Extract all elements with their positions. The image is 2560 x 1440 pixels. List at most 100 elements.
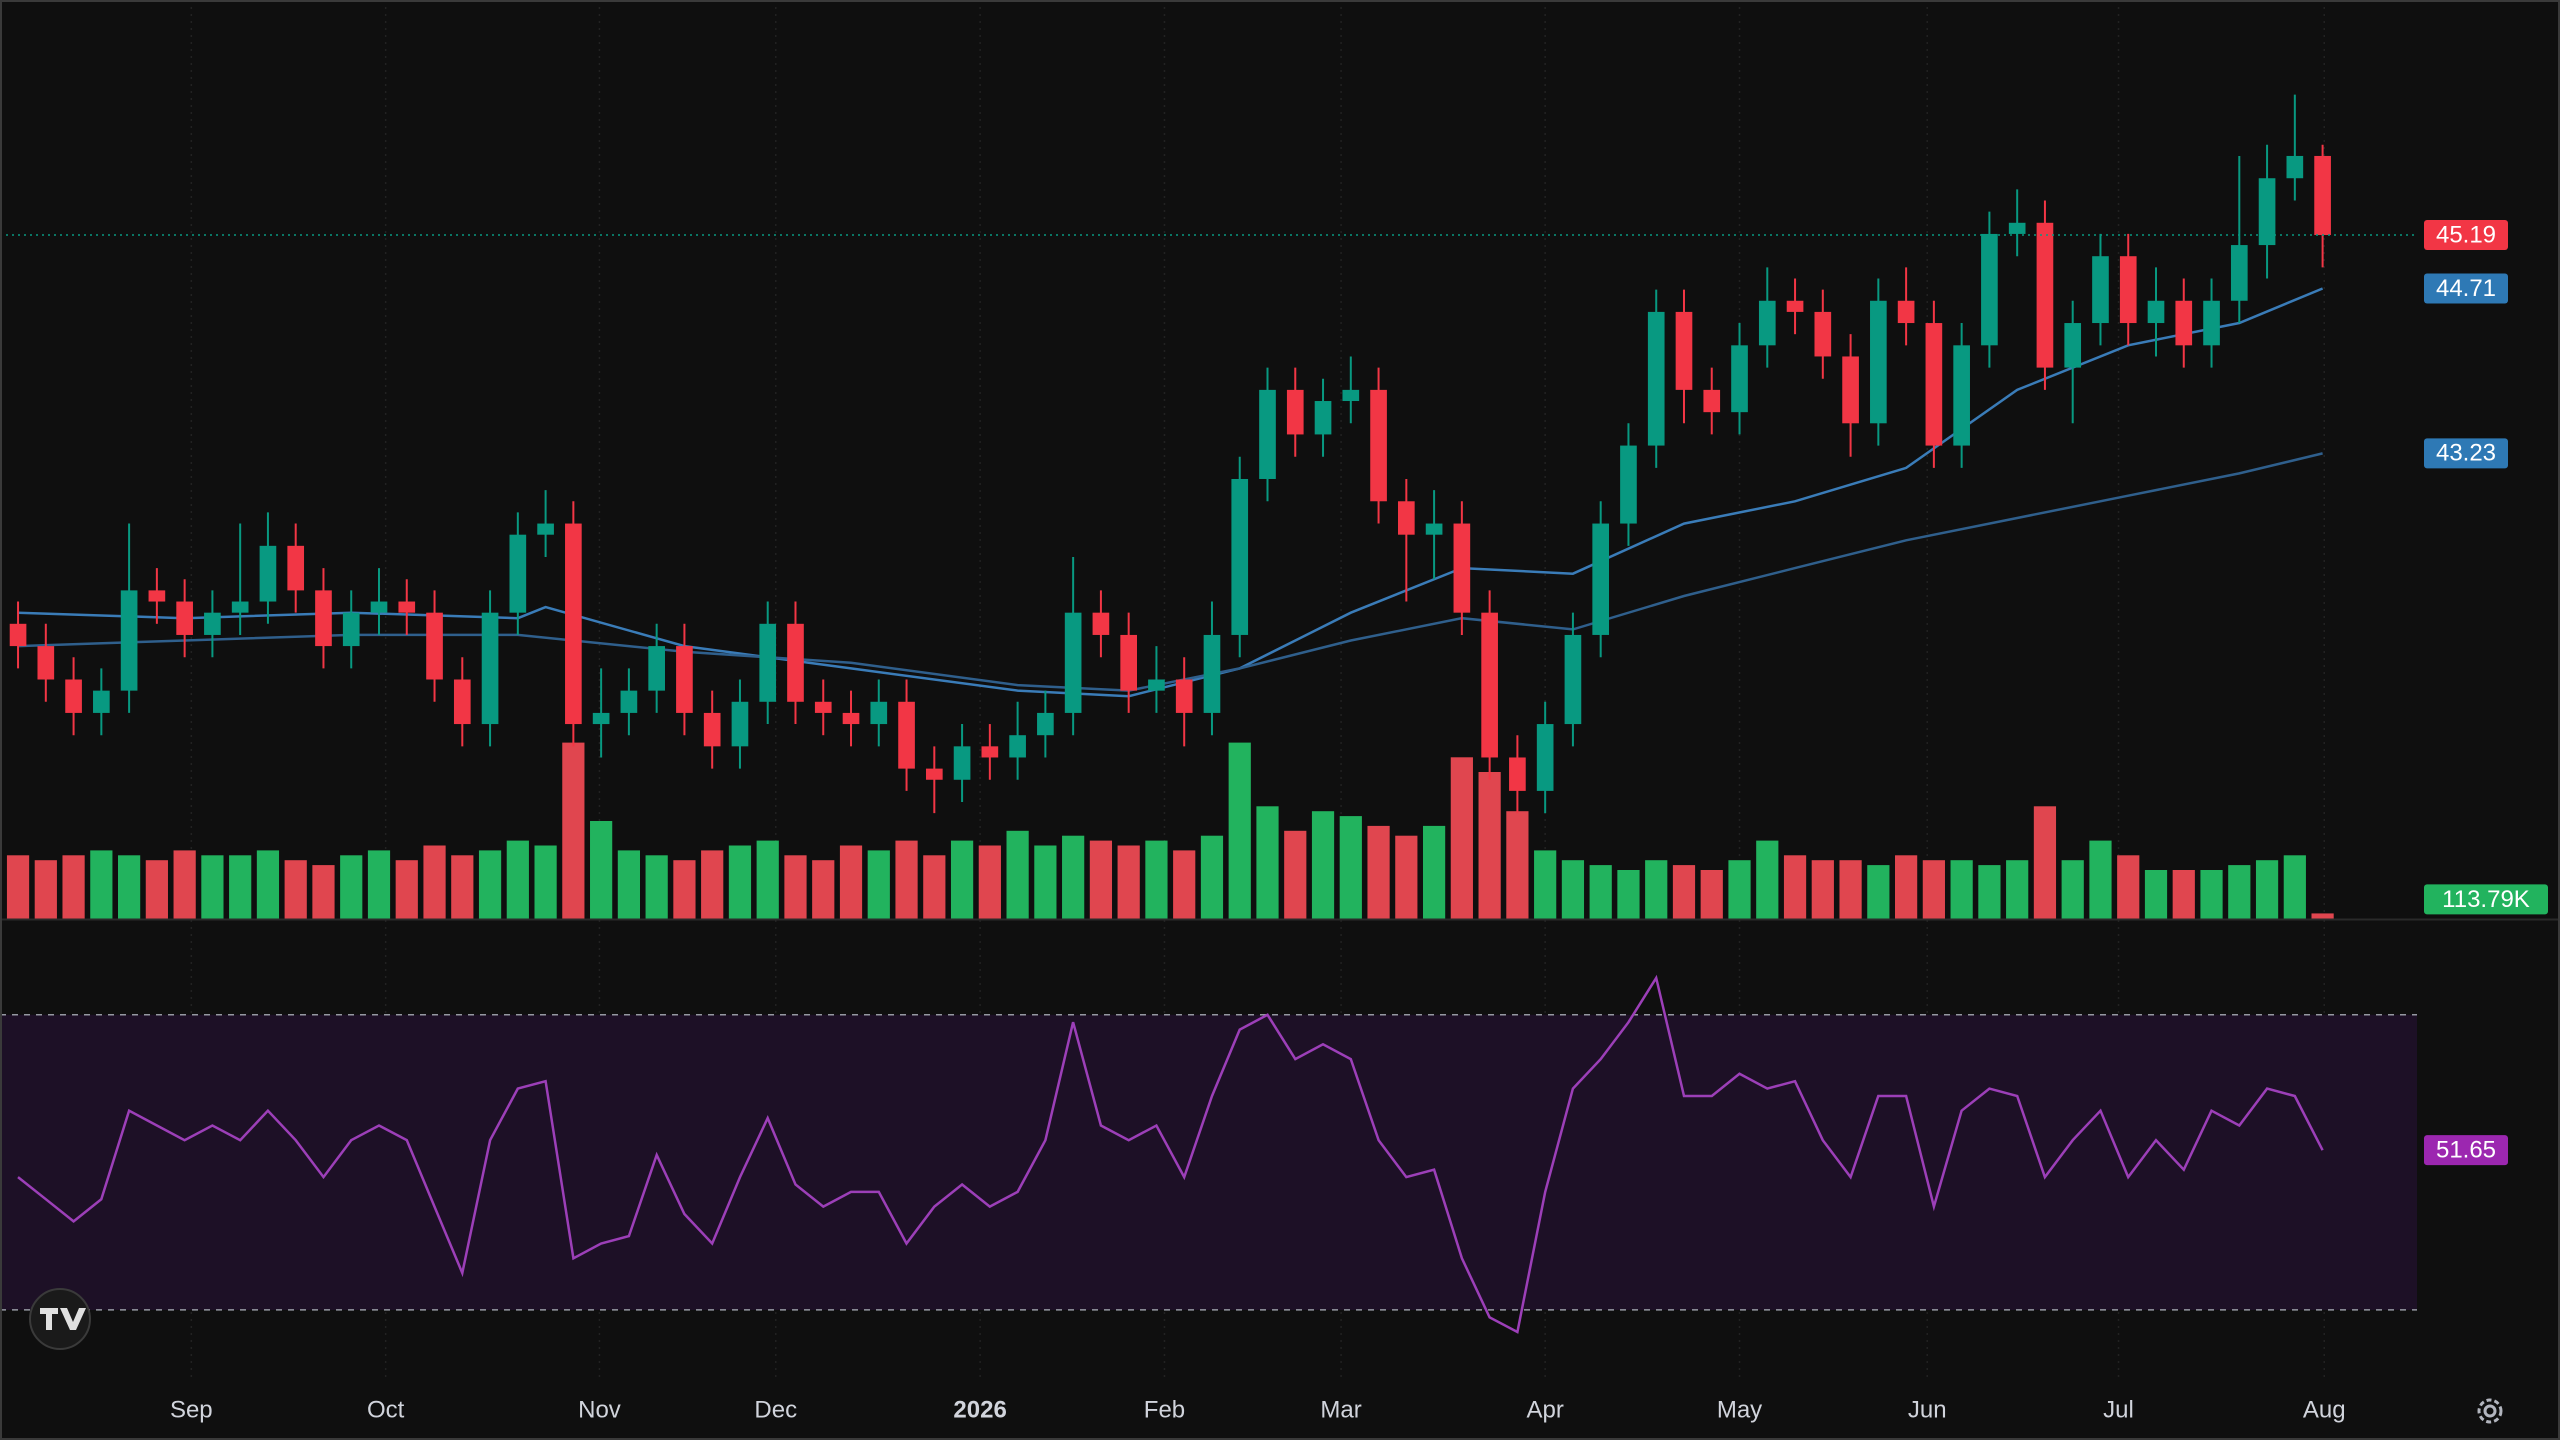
candle-body [1758, 300, 1776, 346]
value-badge [2424, 273, 2508, 304]
data-layer [0, 94, 2417, 1334]
candle-body [1870, 300, 1887, 424]
volume-bar [2172, 870, 2195, 919]
volume-bar [1534, 850, 1557, 919]
candle-body [2314, 155, 2331, 236]
volume-bar [145, 860, 168, 919]
rsi-line [17, 974, 2324, 1334]
volume-bar [1700, 870, 1723, 919]
candle-body [148, 590, 166, 602]
candle-body [481, 612, 499, 725]
x-tick-label: Jul [2103, 1396, 2134, 1423]
volume-bar [395, 860, 418, 919]
volume-bar [1922, 860, 1945, 919]
x-tick-label: Jun [1908, 1396, 1947, 1423]
candle-body [1842, 356, 1859, 424]
volume-bar [867, 850, 890, 919]
candle-body [509, 534, 527, 613]
x-tick-label: Oct [367, 1396, 405, 1423]
rsi-band [0, 1014, 2417, 1310]
candle-body [814, 701, 832, 713]
volume-bar [701, 850, 724, 919]
volume-bar [839, 845, 863, 919]
candle-body [759, 623, 777, 702]
x-tick-label: Mar [1320, 1396, 1361, 1423]
candle-body [1786, 300, 1804, 312]
volume-bar [1450, 757, 1473, 919]
candle-body [1481, 612, 1498, 758]
candle-body [2092, 256, 2109, 324]
candle-body [1897, 300, 1915, 324]
candle-body [1037, 712, 1054, 736]
candle-body [676, 646, 693, 713]
volume-bar [1839, 860, 1862, 919]
volume-bar [617, 850, 640, 919]
candle-body [1592, 523, 1610, 635]
volume-bar [812, 860, 835, 919]
volume-bar [1228, 742, 1251, 919]
x-tick-label: Aug [2303, 1396, 2346, 1423]
value-badge [2424, 1135, 2508, 1166]
volume-bar [1645, 860, 1668, 919]
volume-bar [1395, 835, 1418, 919]
candle-body [315, 590, 332, 647]
volume-bar [173, 850, 196, 919]
candle-body [1925, 323, 1943, 446]
volume-bar [118, 855, 141, 919]
volume-bar [2144, 870, 2168, 919]
candle-body [1675, 311, 1693, 390]
volume-bar [1284, 830, 1307, 919]
candle-body [1231, 478, 1249, 635]
volume-bar [1367, 825, 1390, 919]
candle-body [1092, 612, 1110, 635]
candle-body [2147, 300, 2165, 324]
volume-bar [423, 845, 446, 919]
candle-body [176, 601, 193, 635]
candle-body [565, 523, 582, 725]
candle-body [1564, 634, 1582, 725]
candle-body [1148, 679, 1165, 691]
volume-bar [1478, 772, 1501, 919]
x-tick-label: 2026 [953, 1396, 1006, 1423]
value-badge [2424, 884, 2548, 915]
candle-body [787, 623, 804, 702]
volume-bar [284, 860, 307, 919]
candle-body [37, 646, 55, 680]
candle-body [1731, 345, 1748, 413]
candle-body [898, 701, 915, 769]
candle-body [1703, 389, 1721, 413]
volume-bar [1422, 825, 1446, 919]
volume-bar [1811, 860, 1834, 919]
volume-bar [923, 855, 946, 919]
candle-body [953, 746, 971, 780]
candle-body [1175, 679, 1193, 713]
x-tick-label: Nov [578, 1396, 621, 1423]
candle-body [398, 601, 416, 613]
volume-bar [367, 850, 391, 919]
settings-icon[interactable] [2477, 1398, 2503, 1424]
candle-body [537, 523, 554, 535]
candle-body [1981, 233, 1998, 346]
x-tick-label: May [1717, 1396, 1762, 1423]
candle-body [120, 590, 138, 691]
candle-body [1259, 389, 1276, 479]
candle-body [2258, 178, 2276, 246]
volume-bar [1173, 850, 1196, 919]
volume-bar [451, 855, 474, 919]
candle-body [2203, 300, 2220, 346]
candle-body [592, 712, 610, 725]
moving-average-line [17, 287, 2324, 698]
volume-bar [1783, 855, 1807, 919]
candle-body [65, 679, 82, 713]
candle-body [1509, 757, 1526, 791]
candle-body [342, 612, 360, 647]
candle-body [259, 545, 277, 602]
volume-bar [2033, 806, 2057, 919]
candle-body [2230, 245, 2248, 301]
volume-bar [1256, 806, 1279, 919]
x-tick-label: Dec [754, 1396, 797, 1423]
candle-body [287, 545, 305, 591]
candle-body [2286, 155, 2304, 179]
